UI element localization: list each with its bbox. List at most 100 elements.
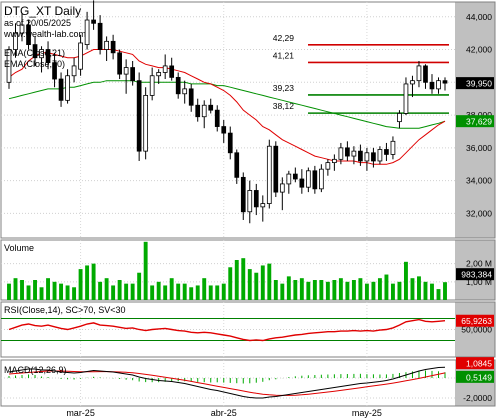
volume-bar [163,285,168,300]
x-tick-label: abr-25 [211,408,237,418]
volume-bar [137,272,142,300]
volume-bar [52,281,57,300]
axis-strip-rsi [455,302,495,357]
volume-bar [234,260,239,300]
level-label: 42,29 [273,33,295,43]
volume-bar [306,281,311,300]
volume-bar [247,269,252,300]
volume-bar [312,280,317,300]
volume-bar [221,283,226,300]
volume-title: Volume [4,243,34,253]
candle-body [234,152,240,178]
y-tick-label: 44,000 [466,12,492,22]
volume-bar [13,278,18,300]
candle-body [58,78,64,101]
candle-body [32,44,38,59]
volume-bar [293,280,298,300]
volume-bar [267,263,272,300]
candle-body [273,145,279,193]
level-label: 38,12 [273,101,295,111]
candle-body [332,158,337,164]
volume-bar [404,261,408,300]
candle-body [312,170,318,190]
volume-bar [156,281,161,300]
volume-bar [39,287,44,300]
volume-bar [417,276,421,300]
candle-body [397,113,402,123]
candle-body [188,88,194,106]
candle-body [253,190,259,208]
candle-body [416,65,422,82]
candle-body [338,147,344,160]
candle-body [260,203,266,208]
volume-bar [384,274,389,300]
candle-body [175,76,181,95]
candle-body [162,65,168,73]
volume-last-label: 983,384 [461,270,492,280]
volume-bar [91,263,96,300]
x-tick-label: mar-25 [66,408,95,418]
volume-bar [72,287,77,300]
candle-body [117,52,122,75]
candle-body [91,19,96,24]
y-tick-label: 42,000 [466,45,492,55]
y-tick-label: 32,000 [466,208,492,218]
volume-bar [124,283,129,300]
volume-bar [351,280,356,300]
candle-body [97,22,103,50]
rsi-last-label: 65,9263 [461,316,492,326]
candle-body [390,140,396,155]
volume-bar [65,285,70,300]
volume-bar [325,281,330,300]
candle-body [45,49,51,64]
volume-bar [319,280,324,300]
macd-last-label: 1,0845 [466,359,492,369]
candle-body [240,176,246,213]
ema70-line [8,80,446,129]
volume-bar [182,283,187,300]
volume-bar [430,283,434,300]
volume-bar [208,285,213,300]
candle-body [247,190,253,213]
candle-body [371,152,376,162]
volume-bar [46,278,50,300]
volume-bar [59,283,64,300]
volume-bar [104,278,109,300]
candle-body [201,104,207,118]
panel-frame-price [0,1,496,239]
volume-bar [338,278,343,300]
volume-bar [150,285,155,300]
volume-last-label-bg [456,268,494,281]
candle-body [136,80,142,152]
candle-body [214,109,220,127]
volume-bar [20,280,24,300]
candle-body [182,88,188,95]
candle-body [143,95,149,152]
candle-body [292,173,298,180]
candle-body [78,42,83,70]
macd-last-label-bg [456,357,494,370]
chart-title: DTG_XT Daily [4,4,81,18]
rsi-line [8,318,446,342]
candle-body [208,104,214,111]
candle-body [149,75,155,96]
volume-bar [377,278,382,300]
site-name: www.wealth-lab.com [3,29,86,39]
candle-body [442,80,448,84]
volume-bar [176,283,181,300]
legend-ema70: EMA(Close,70) [4,59,65,69]
y-tick-label: -2,0000 [463,393,492,403]
y-tick-label: 2,00 M [466,259,492,269]
candle-body [410,80,415,85]
candle-body [305,170,311,188]
y-tick-label: 38,000 [466,110,492,120]
y-tick-label: 36,000 [466,143,492,153]
candle-body [319,168,324,190]
macd-signal-line [8,370,446,396]
level-label: 41,21 [273,50,295,60]
candle-body [227,132,233,154]
last-price-label: 39,950 [466,79,492,89]
candle-body [358,150,363,162]
candle-body [84,19,90,46]
